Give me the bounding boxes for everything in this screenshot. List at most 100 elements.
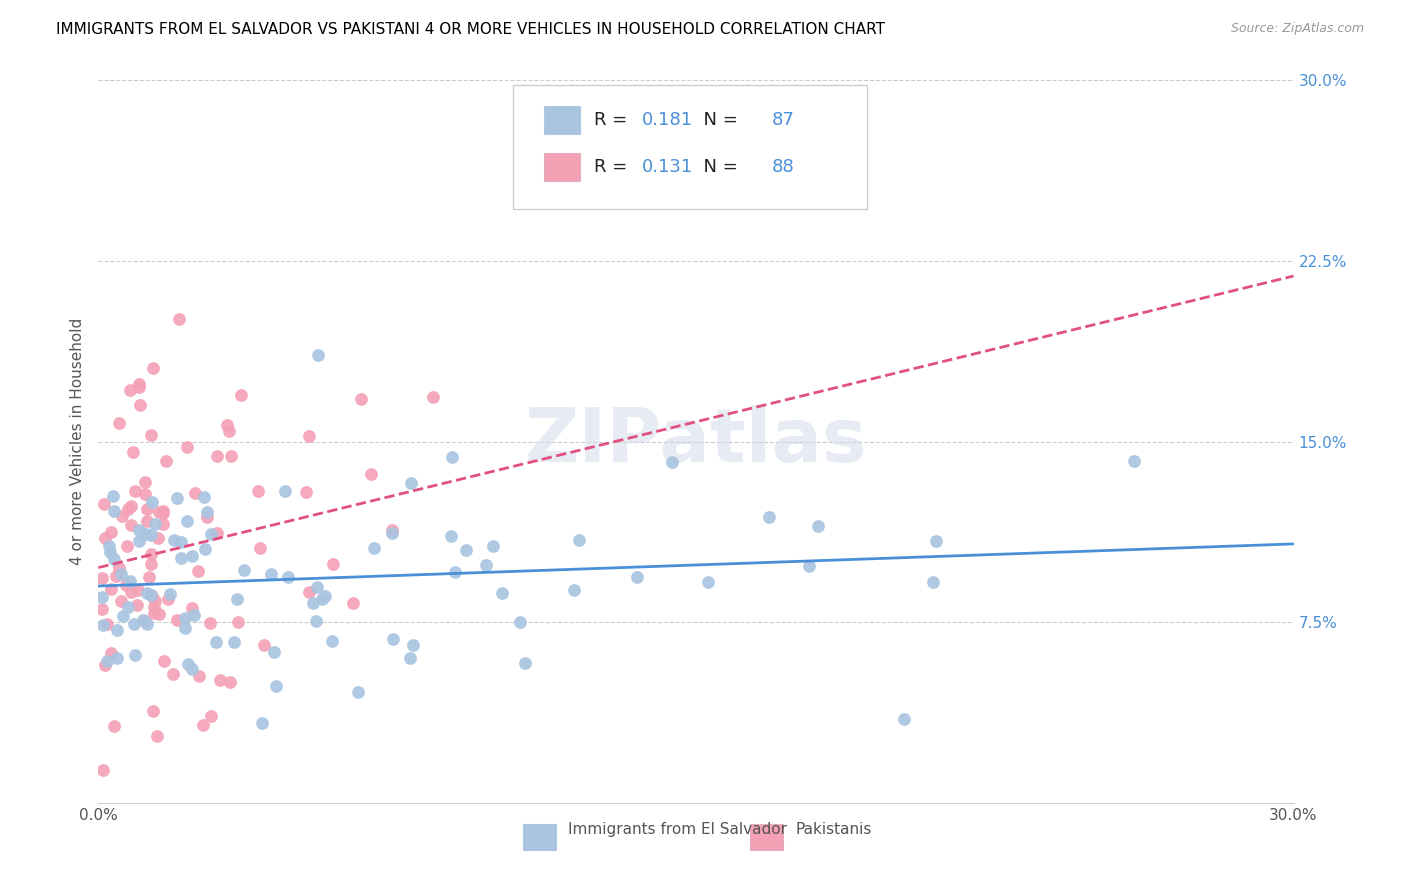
Point [758, 510, 780, 524]
Point [314, 589, 336, 603]
Point [399, 651, 422, 665]
Point [129, 398, 152, 412]
Point [115, 539, 138, 553]
Point [128, 376, 150, 391]
Point [93, 617, 115, 632]
Point [135, 526, 157, 541]
Point [174, 611, 197, 625]
Point [205, 449, 228, 463]
Point [226, 592, 249, 607]
Point [205, 635, 228, 649]
Point [120, 518, 142, 533]
Point [117, 599, 139, 614]
Point [91, 602, 114, 616]
Point [96, 616, 118, 631]
FancyBboxPatch shape [544, 153, 581, 181]
Point [191, 717, 214, 731]
Point [174, 621, 197, 635]
Point [176, 514, 198, 528]
Point [141, 589, 163, 603]
Point [295, 484, 318, 499]
Point [562, 582, 585, 597]
Point [127, 582, 149, 597]
Point [441, 450, 464, 465]
Point [117, 501, 139, 516]
Point [381, 523, 404, 537]
Point [135, 501, 157, 516]
Point [274, 483, 297, 498]
Point [277, 570, 299, 584]
Point [215, 417, 238, 432]
Point [264, 679, 287, 693]
Point [124, 648, 146, 662]
Point [98, 539, 121, 553]
Point [107, 416, 129, 430]
Point [233, 563, 256, 577]
Point [350, 392, 373, 406]
Point [100, 646, 122, 660]
Point [141, 547, 163, 561]
Point [381, 526, 404, 541]
Point [568, 533, 591, 548]
Point [145, 516, 167, 531]
Point [139, 427, 162, 442]
Point [893, 712, 915, 726]
Point [226, 615, 249, 629]
Point [170, 551, 193, 566]
Point [661, 455, 683, 469]
FancyBboxPatch shape [749, 824, 783, 850]
Point [96, 654, 118, 668]
Point [200, 709, 222, 723]
Point [422, 390, 444, 404]
Point [302, 596, 325, 610]
Point [105, 623, 128, 637]
Point [141, 360, 163, 375]
Text: Source: ZipAtlas.com: Source: ZipAtlas.com [1230, 22, 1364, 36]
FancyBboxPatch shape [544, 105, 581, 135]
Point [209, 673, 232, 687]
Point [402, 638, 425, 652]
Point [305, 580, 328, 594]
Point [91, 590, 114, 604]
Point [193, 541, 215, 556]
Point [170, 535, 193, 549]
Text: 87: 87 [772, 111, 794, 129]
Point [198, 615, 221, 630]
Point [381, 632, 404, 646]
Point [1123, 453, 1146, 467]
Point [103, 552, 125, 566]
Point [297, 584, 319, 599]
Point [124, 484, 146, 499]
Text: R =: R = [595, 158, 633, 176]
Point [246, 483, 269, 498]
Text: 0.181: 0.181 [643, 111, 693, 129]
Text: 88: 88 [772, 158, 794, 176]
Point [139, 588, 162, 602]
Text: Pakistanis: Pakistanis [796, 822, 872, 837]
Point [134, 475, 156, 489]
Point [136, 616, 159, 631]
Point [311, 592, 333, 607]
Point [922, 574, 945, 589]
Point [118, 574, 141, 589]
Text: IMMIGRANTS FROM EL SALVADOR VS PAKISTANI 4 OR MORE VEHICLES IN HOUSEHOLD CORRELA: IMMIGRANTS FROM EL SALVADOR VS PAKISTANI… [56, 22, 886, 37]
Point [222, 634, 245, 648]
Point [152, 516, 174, 531]
Text: Immigrants from El Salvador: Immigrants from El Salvador [568, 822, 787, 837]
Point [482, 539, 505, 553]
Point [166, 491, 188, 505]
Point [799, 559, 821, 574]
Point [103, 504, 125, 518]
Point [298, 428, 321, 442]
Point [218, 425, 240, 439]
Point [128, 523, 150, 537]
Point [98, 545, 121, 559]
Point [141, 528, 163, 542]
Point [167, 311, 190, 326]
Point [108, 561, 131, 575]
Point [103, 719, 125, 733]
Point [219, 674, 242, 689]
Point [157, 591, 180, 606]
Point [205, 526, 228, 541]
Point [253, 638, 276, 652]
